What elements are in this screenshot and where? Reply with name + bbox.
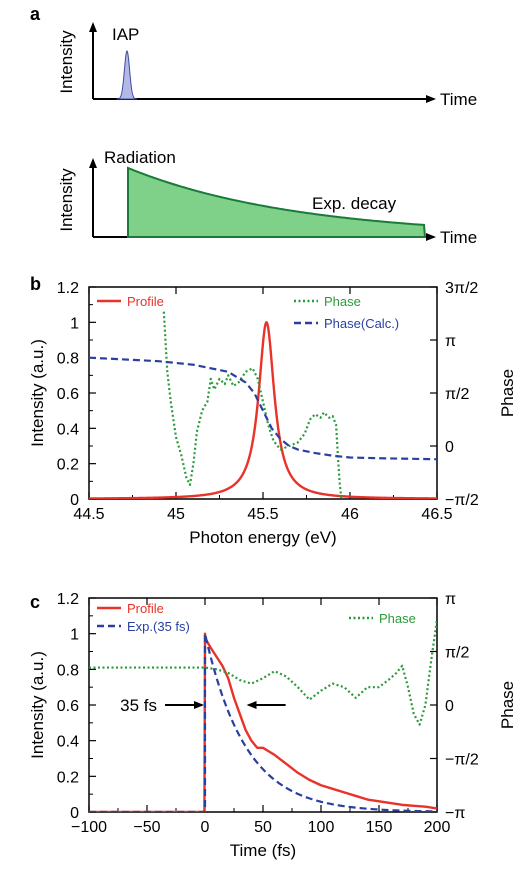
series-phase-c [89,619,437,726]
panel-a-bottom: Intensity Time Radiation Exp. decay [57,148,477,247]
y2-tick-label-b: π/2 [445,386,469,403]
y2-tick-label-b: π [445,333,456,350]
y2-axis-label-b: Phase [498,369,517,417]
panel-c: c −100 −50 0 50 100 150 200 0 0.2 0.4 0.6 0.8 1 1.2 −π… [28,591,517,860]
legend-label-b: Profile [127,294,164,309]
y-axis-label-b: Intensity (a.u.) [28,339,47,447]
x-tick-label-c: 200 [424,819,451,836]
y-tick-label-c: 1 [70,627,79,644]
a-bottom-xlabel: Time [440,228,477,247]
series-profile-b [89,321,437,499]
series-group-b [89,311,437,499]
y-axis-label-c: Intensity (a.u.) [28,651,47,759]
y2-tick-label-b: −π/2 [445,492,479,509]
y-tick-label-c: 0 [70,805,79,822]
iap-pulse [116,49,138,100]
y2-tick-label-c: −π/2 [445,752,479,769]
y-tick-label-b: 0.8 [57,351,79,368]
panel-c-letter: c [30,592,40,612]
exp-decay-label: Exp. decay [312,194,397,213]
a-top-ylabel: Intensity [57,30,76,94]
x-tick-label-b: 46 [341,506,359,523]
y-tick-label-b: 0 [70,492,79,509]
chart-c: −100 −50 0 50 100 150 200 0 0.2 0.4 0.6 0.8 1 1.2 −π −π… [28,591,517,860]
x-tick-label-c: −50 [133,819,160,836]
series-phase-calc--b [89,356,437,461]
panel-b: b 44.5 45 45.5 46 46.5 0 0.2 0.4 0.6 0.8 1 1.2 −π/2 0… [28,274,517,547]
y-tick-label-c: 0.4 [57,734,79,751]
panel-a-letter: a [30,4,41,24]
legend-label-b: Phase(Calc.) [324,316,399,331]
a-top-xlabel: Time [440,90,477,109]
y2-axis-label-c: Phase [498,681,517,729]
legend-c: Profile Exp.(35 fs) Phase [97,601,416,634]
x-tick-label-c: 0 [201,819,210,836]
y-tick-label-c: 1.2 [57,591,79,608]
series-group-c [89,619,437,812]
y2-tick-label-b: 0 [445,439,454,456]
x-tick-label-c: 50 [254,819,272,836]
panel-b-letter: b [30,274,41,294]
radiation-label: Radiation [104,148,176,167]
series-exp-35-fs--c [89,632,437,812]
x-tick-label-c: 150 [366,819,393,836]
annotation-label: 35 fs [120,696,157,715]
y-tick-label-b: 0.2 [57,457,79,474]
x-tick-label-c: 100 [308,819,335,836]
y-tick-label-b: 1.2 [57,280,79,297]
y-tick-label-b: 0.4 [57,421,79,438]
x-axis-label-b: Photon energy (eV) [189,528,336,547]
y2-tick-label-b: 3π/2 [445,280,478,297]
a-bottom-ylabel: Intensity [57,168,76,232]
series-phase-b [162,311,343,499]
panel-a-top: Intensity Time IAP [57,22,477,109]
y2-tick-label-c: −π [445,805,465,822]
y-tick-label-b: 0.6 [57,386,79,403]
y2-tick-label-c: π [445,591,456,608]
chart-b: 44.5 45 45.5 46 46.5 0 0.2 0.4 0.6 0.8 1 1.2 −π/2 0 π/… [28,280,517,547]
y-tick-label-c: 0.2 [57,769,79,786]
y-tick-label-c: 0.6 [57,698,79,715]
x-tick-label-c: −100 [71,819,107,836]
exp-decay-area [127,166,427,238]
x-tick-label-b: 44.5 [73,506,104,523]
legend-label-c: Phase [379,611,416,626]
y-tick-label-b: 1 [70,315,79,332]
y2-tick-label-c: 0 [445,698,454,715]
iap-label: IAP [112,25,139,44]
legend-label-b: Phase [324,294,361,309]
legend-label-c: Exp.(35 fs) [127,619,190,634]
x-axis-label-c: Time (fs) [230,841,296,860]
panel-a: a Intensity Time IAP Intensity Time Radi… [30,4,477,247]
x-tick-label-b: 45.5 [247,506,278,523]
legend-label-c: Profile [127,601,164,616]
y-tick-label-c: 0.8 [57,662,79,679]
series-profile-c [89,632,437,812]
legend-b: Profile Phase Phase(Calc.) [97,294,399,331]
y2-tick-label-c: π/2 [445,645,469,662]
x-tick-label-b: 45 [167,506,185,523]
x-tick-label-b: 46.5 [421,506,452,523]
